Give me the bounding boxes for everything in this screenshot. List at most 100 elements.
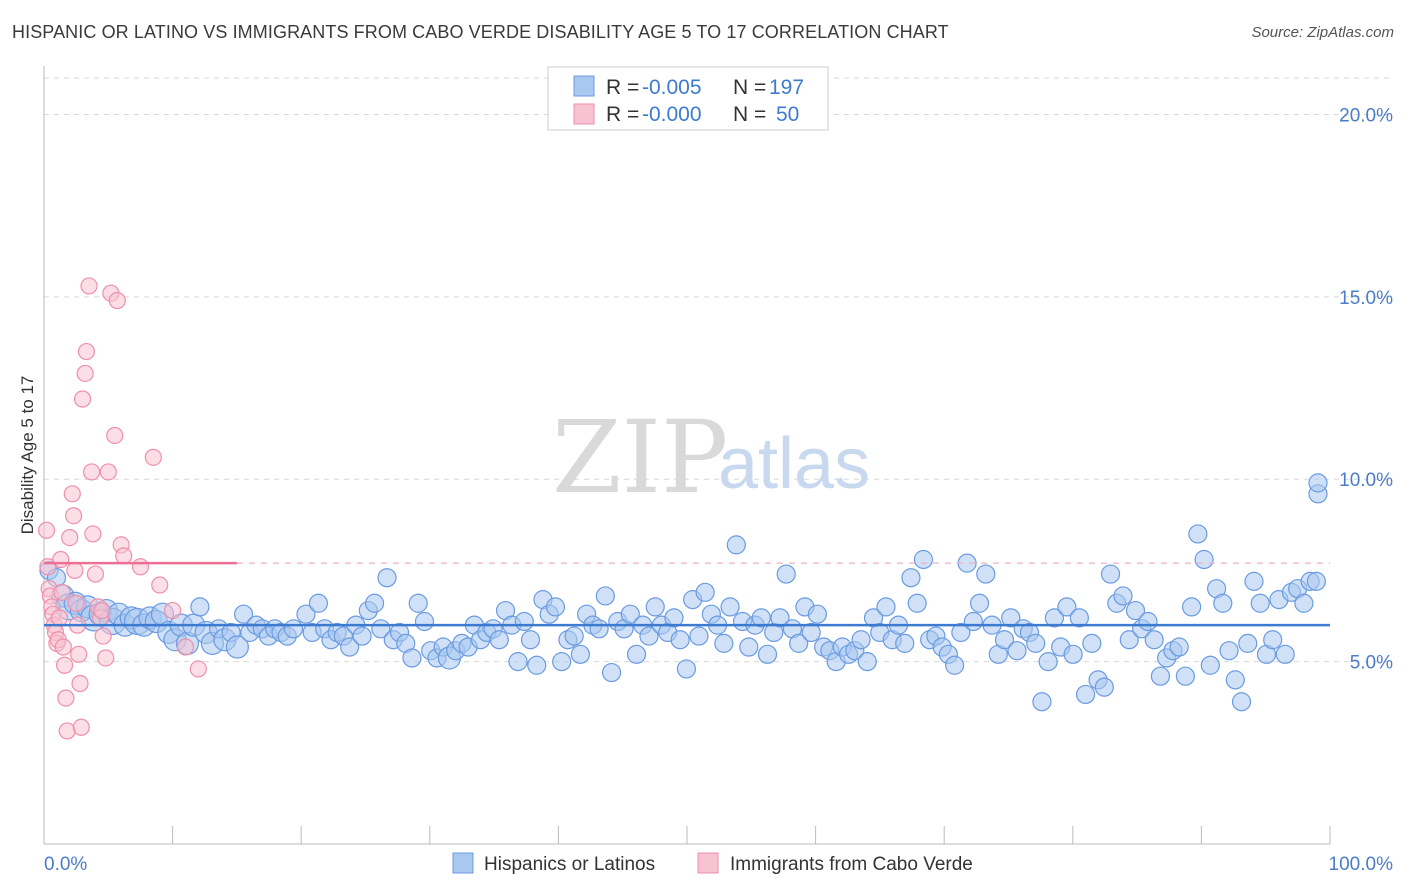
watermark: ZIP atlas: [552, 399, 870, 516]
data-point-cabo-verde: [67, 594, 85, 612]
data-point-hispanic: [1032, 692, 1052, 712]
bottom-legend-label-2: Immigrants from Cabo Verde: [730, 854, 973, 875]
data-point-hispanic: [1188, 524, 1208, 544]
data-point-hispanic: [352, 626, 372, 646]
data-point-hispanic: [857, 652, 877, 672]
watermark-atlas: atlas: [718, 424, 870, 504]
data-point-cabo-verde: [108, 291, 126, 310]
data-point-hispanic: [1094, 677, 1114, 697]
data-point-hispanic: [907, 593, 927, 613]
data-point-hispanic: [514, 611, 534, 632]
data-point-hispanic: [408, 593, 428, 613]
data-point-hispanic: [976, 564, 996, 584]
data-point-hispanic: [1225, 670, 1245, 690]
data-point-cabo-verde: [189, 660, 207, 678]
data-point-hispanic: [851, 630, 871, 650]
legend-swatch-blue: [573, 75, 595, 97]
data-point-hispanic: [1250, 593, 1270, 613]
data-point-cabo-verde: [72, 718, 90, 736]
data-point-cabo-verde: [37, 521, 56, 539]
data-point-hispanic: [1294, 593, 1314, 613]
bottom-legend-label-1: Hispanics or Latinos: [484, 854, 655, 875]
data-point-cabo-verde: [63, 485, 81, 503]
data-point-hispanic: [308, 593, 329, 613]
data-point-hispanic: [689, 626, 709, 646]
source-label: Source: ZipAtlas.com: [1251, 24, 1394, 41]
data-point-hispanic: [620, 604, 640, 624]
legend-r-value-2: -0.000: [642, 103, 702, 126]
data-point-hispanic: [595, 586, 615, 606]
data-point-hispanic: [1125, 600, 1146, 621]
data-point-cabo-verde: [70, 645, 88, 663]
data-point-hispanic: [664, 608, 684, 628]
data-point-hispanic: [639, 626, 659, 646]
data-point-hispanic: [876, 597, 896, 617]
data-point-hispanic: [751, 608, 771, 628]
data-point-hispanic: [1200, 655, 1220, 675]
data-point-hispanic: [570, 644, 590, 664]
data-point-hispanic: [801, 622, 821, 643]
data-point-hispanic: [489, 630, 509, 650]
data-point-hispanic: [1007, 641, 1027, 661]
data-point-hispanic: [1213, 593, 1233, 613]
data-point-cabo-verde: [73, 390, 92, 408]
data-point-cabo-verde: [77, 342, 96, 361]
data-point-hispanic: [1057, 597, 1077, 617]
legend-r-label-2: R =: [606, 103, 639, 126]
data-point-cabo-verde: [93, 601, 111, 620]
data-point-cabo-verde: [115, 547, 133, 565]
data-point-hispanic: [1194, 549, 1214, 570]
data-point-cabo-verde: [54, 638, 72, 656]
data-point-hispanic: [1082, 633, 1102, 653]
legend-r-label-1: R =: [606, 76, 639, 99]
data-point-hispanic: [770, 608, 790, 628]
data-point-cabo-verde: [66, 561, 84, 580]
watermark-zip: ZIP: [552, 399, 728, 516]
data-point-cabo-verde: [55, 656, 74, 674]
data-point-hispanic: [377, 568, 397, 588]
data-point-hispanic: [969, 593, 990, 613]
data-point-hispanic: [945, 655, 965, 675]
data-point-cabo-verde: [52, 550, 70, 569]
data-point-hispanic: [233, 604, 254, 624]
data-point-cabo-verde: [50, 609, 69, 627]
data-point-hispanic: [296, 604, 316, 624]
y-tick-label: 20.0%: [1339, 105, 1393, 126]
series-legend: Hispanics or Latinos Immigrants from Cab…: [452, 852, 973, 875]
data-point-hispanic: [714, 633, 734, 653]
data-point-hispanic: [1238, 633, 1258, 653]
legend-swatch-pink: [573, 103, 595, 125]
data-point-hispanic: [720, 597, 740, 617]
data-point-hispanic: [626, 644, 647, 664]
data-point-cabo-verde: [164, 601, 182, 620]
chart-title: HISPANIC OR LATINO VS IMMIGRANTS FROM CA…: [12, 22, 949, 42]
data-point-hispanic: [994, 630, 1015, 650]
axes: [43, 66, 1331, 845]
data-point-cabo-verde: [82, 463, 101, 481]
data-point-hispanic: [225, 635, 249, 659]
data-point-cabo-verde: [151, 576, 169, 594]
data-point-hispanic: [645, 597, 665, 617]
data-point-hispanic: [807, 604, 828, 624]
data-point-hispanic: [364, 593, 385, 613]
gridlines: [44, 77, 1394, 663]
data-point-hispanic: [1113, 586, 1133, 606]
data-point-cabo-verde: [86, 565, 105, 583]
data-point-cabo-verde: [80, 277, 98, 295]
data-point-hispanic: [508, 652, 528, 672]
legend-n-value-1: 197: [769, 76, 804, 99]
data-point-cabo-verde: [144, 448, 162, 466]
data-point-hispanic: [1275, 644, 1295, 664]
data-point-hispanic: [564, 626, 584, 646]
data-point-cabo-verde: [53, 583, 71, 601]
data-point-hispanic: [1182, 597, 1202, 617]
x-tick-label: 0.0%: [44, 854, 87, 875]
data-point-hispanic: [1306, 571, 1326, 591]
y-tick-label: 10.0%: [1339, 470, 1393, 491]
data-point-hispanic: [1138, 611, 1158, 632]
data-point-hispanic: [552, 652, 572, 672]
data-point-hispanic: [901, 568, 921, 588]
data-point-cabo-verde: [94, 627, 112, 645]
data-point-hispanic: [283, 619, 304, 639]
data-point-hispanic: [695, 582, 715, 602]
